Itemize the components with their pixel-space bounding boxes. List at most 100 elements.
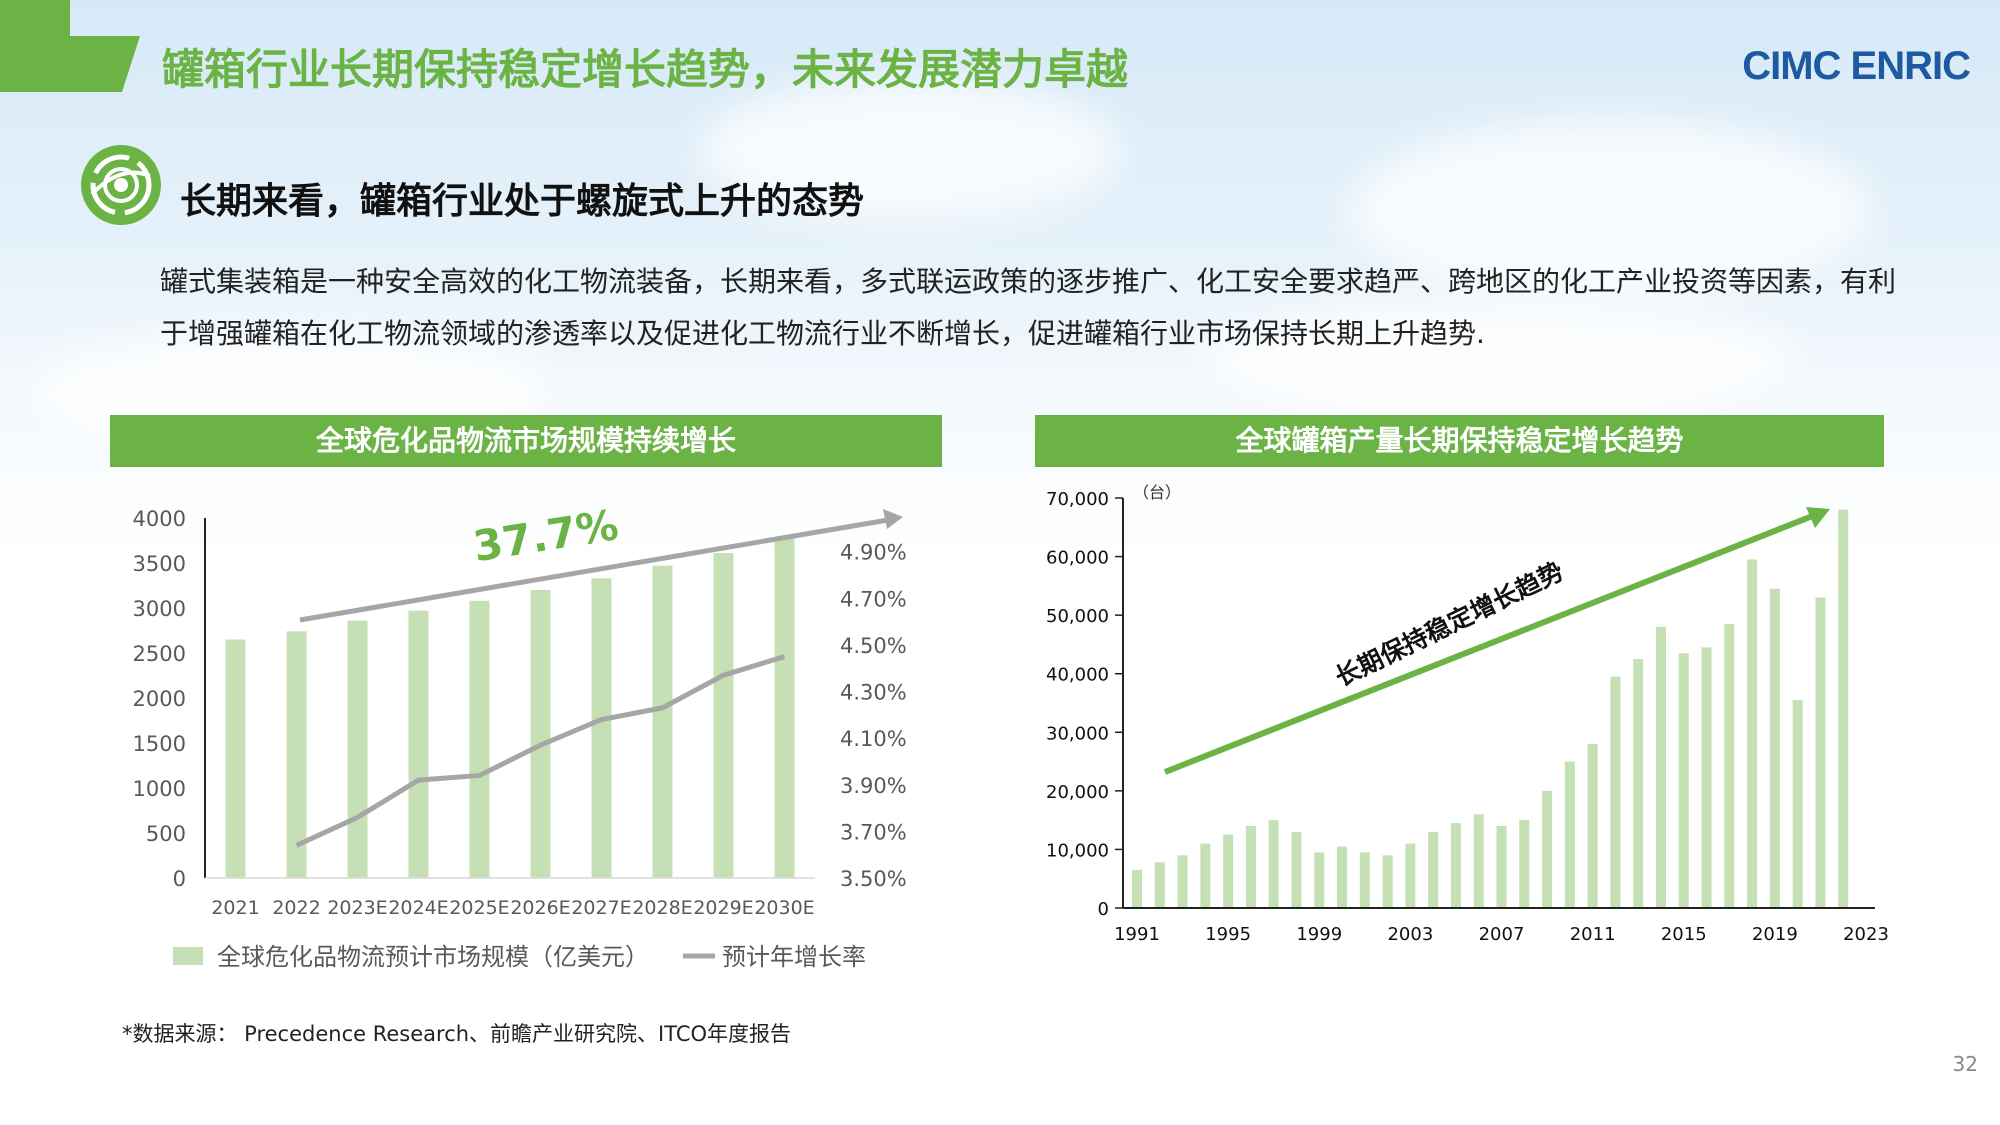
chart1-right-tick-label: 4.30% [840, 681, 907, 705]
chart2-bar [1337, 846, 1348, 908]
chart1-left-tick-label: 3500 [133, 552, 186, 576]
chart2-bar [1473, 814, 1484, 908]
chart2-y-tick-label: 50,000 [1046, 606, 1109, 627]
chart2-y-tick-label: 0 [1098, 899, 1109, 920]
chart2-bar [1200, 843, 1211, 908]
chart2-bar [1154, 862, 1165, 908]
chart1-left-tick-label: 0 [173, 867, 186, 891]
tank-production-chart: 0 10,000 20,000 30,000 40,000 50,000 60,000 70,… [1046, 483, 1889, 945]
chart2-bar [1678, 653, 1689, 908]
chart1-legend-label-bar: 全球危化品物流预计市场规模（亿美元） [217, 943, 649, 971]
chart2-title: 全球罐箱产量长期保持稳定增长趋势 [1035, 415, 1884, 467]
chart1-bar [286, 631, 307, 878]
chart2-bar [1792, 700, 1803, 908]
body-paragraph: 罐式集装箱是一种安全高效的化工物流装备，长期来看，多式联运政策的逐步推广、化工安… [160, 265, 1897, 350]
section-heading: 长期来看，罐箱行业处于螺旋式上升的态势 [180, 181, 865, 222]
chart1-bar [530, 590, 551, 878]
page-number: 32 [1952, 1052, 1978, 1076]
source-note: *数据来源： Precedence Research、前瞻产业研究院、ITCO年… [122, 1022, 792, 1046]
chart1-left-tick-label: 3000 [133, 597, 186, 621]
chart2-bar [1496, 826, 1507, 908]
chart2-x-tick-label: 2019 [1752, 924, 1798, 945]
chart2-x-tick-label: 2015 [1661, 924, 1707, 945]
chart1-bar [591, 578, 612, 878]
chart1-right-tick-label: 4.50% [840, 634, 907, 658]
chart1-left-tick-label: 4000 [133, 507, 186, 531]
chart2-bar [1450, 823, 1461, 908]
chart2-bar [1245, 826, 1256, 908]
chart2-bar [1747, 559, 1758, 908]
chart2-bar [1428, 831, 1439, 908]
target-globe-icon [81, 145, 161, 225]
chart2-bar [1177, 855, 1188, 908]
chart2-bar [1519, 820, 1530, 908]
chart1-right-tick-label: 3.50% [840, 867, 907, 891]
chart1-right-tick-label: 3.90% [840, 774, 907, 798]
chart2-bar [1291, 831, 1302, 908]
chart2-unit-label: （台） [1133, 483, 1181, 502]
chart2-x-tick-label: 2007 [1479, 924, 1525, 945]
chart2-x-tick-label: 2011 [1570, 924, 1616, 945]
cloud-decoration [700, 80, 1120, 220]
chart2-y-tick-label: 20,000 [1046, 782, 1109, 803]
chart1-left-tick-label: 1000 [133, 777, 186, 801]
chart2-bar [1359, 852, 1370, 908]
header-corner-shape [0, 0, 140, 92]
chart1-bar [774, 538, 795, 878]
chart2-y-tick-label: 40,000 [1046, 665, 1109, 686]
chart1-x-tick-label: 2028E [632, 897, 692, 919]
chart2-bar [1268, 820, 1279, 908]
chart2-bar [1382, 855, 1393, 908]
chart2-bar [1701, 647, 1712, 908]
cloud-decoration [1350, 120, 1870, 300]
chart1-annotation: 37.7% [470, 500, 622, 571]
chart2-x-tick-label: 2003 [1387, 924, 1433, 945]
chart2-bar [1314, 852, 1325, 908]
chart1-x-tick-label: 2029E [693, 897, 753, 919]
chart2-bar [1655, 626, 1666, 908]
chart1-title: 全球危化品物流市场规模持续增长 [110, 415, 942, 467]
chart2-bar [1223, 834, 1234, 908]
cloud-decoration [1200, 300, 1800, 420]
chart2-x-tick-label: 1991 [1114, 924, 1160, 945]
chart1-bar [347, 620, 368, 878]
chart1-x-tick-label: 2021 [211, 897, 259, 919]
chart2-x-tick-label: 2023 [1843, 924, 1889, 945]
chart2-y-tick-label: 10,000 [1046, 840, 1109, 861]
chart1-x-tick-label: 2026E [510, 897, 570, 919]
hazmat-logistics-chart: 0 500 1000 1500 2000 2500 3000 3500 4000 3.50% 3.… [133, 500, 907, 971]
chart1-left-tick-label: 2500 [133, 642, 186, 666]
chart2-bar [1838, 509, 1849, 908]
chart2-bar [1610, 676, 1621, 908]
chart1-growth-line [295, 654, 786, 848]
chart1-x-tick-label: 2030E [754, 897, 814, 919]
chart2-y-tick-label: 60,000 [1046, 548, 1109, 569]
chart2-bar [1405, 843, 1416, 908]
chart2-x-tick-label: 1995 [1205, 924, 1251, 945]
chart1-x-tick-label: 2023E [327, 897, 387, 919]
chart1-legend: 全球危化品物流预计市场规模（亿美元） 预计年增长率 [173, 943, 866, 971]
chart2-y-tick-label: 30,000 [1046, 723, 1109, 744]
chart2-bar [1564, 761, 1575, 908]
chart1-right-tick-label: 3.70% [840, 820, 907, 844]
chart2-bar [1769, 588, 1780, 908]
chart1-left-tick-label: 1500 [133, 732, 186, 756]
chart1-bar [713, 553, 734, 878]
chart1-legend-label-line: 预计年增长率 [722, 943, 866, 971]
chart2-bar [1587, 744, 1598, 908]
chart2-bar [1633, 659, 1644, 908]
chart2-x-tick-label: 1999 [1296, 924, 1342, 945]
chart1-right-tick-label: 4.90% [840, 541, 907, 565]
chart1-right-tick-label: 4.70% [840, 587, 907, 611]
chart2-bar [1815, 597, 1826, 908]
chart1-x-tick-label: 2024E [388, 897, 448, 919]
chart1-left-tick-label: 2000 [133, 687, 186, 711]
company-logo: CIMC ENRIC [1742, 44, 1971, 88]
chart2-bar [1132, 869, 1142, 908]
chart1-x-tick-label: 2022 [272, 897, 320, 919]
page-title: 罐箱行业长期保持稳定增长趋势，未来发展潜力卓越 [162, 45, 1129, 94]
chart2-trend-arrow [1163, 507, 1830, 775]
chart1-bar [652, 565, 673, 878]
chart1-legend-swatch-bar [173, 947, 203, 965]
chart2-bar [1542, 790, 1553, 908]
